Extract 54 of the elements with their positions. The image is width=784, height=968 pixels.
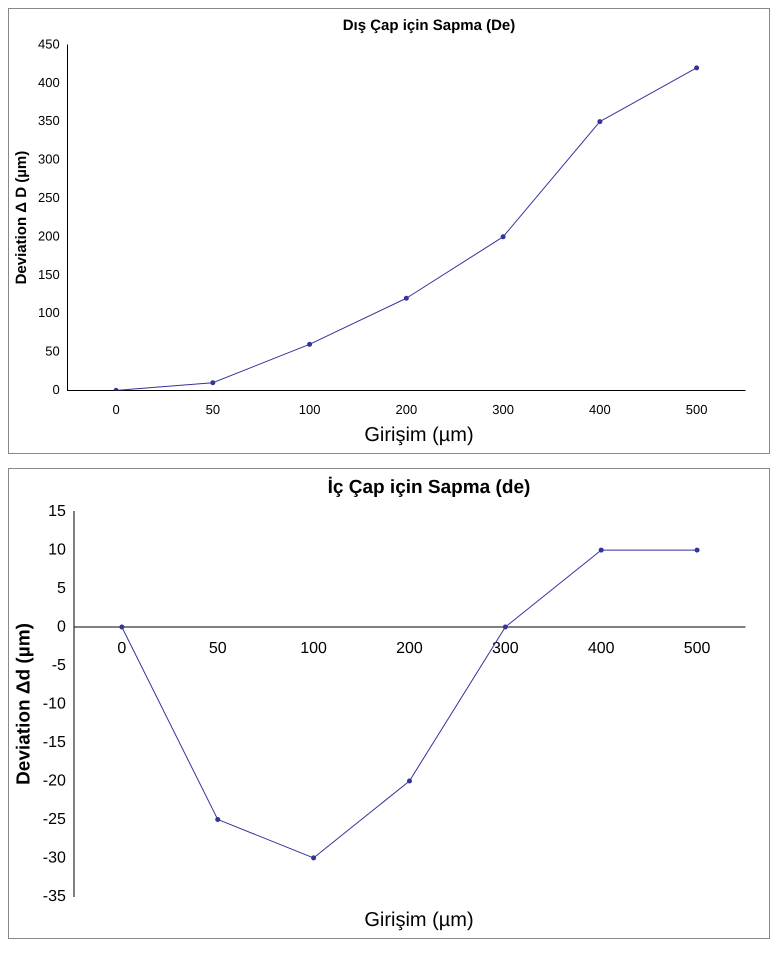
point xyxy=(311,855,316,860)
y-tick-label: -10 xyxy=(42,695,66,712)
x-tick-label: 200 xyxy=(395,402,418,417)
y-tick-label: -30 xyxy=(42,849,66,866)
x-tick-label: 50 xyxy=(208,640,227,658)
point xyxy=(210,380,216,386)
point xyxy=(119,624,124,630)
y-tick-label: -25 xyxy=(42,810,66,828)
y-tick-label: 0 xyxy=(52,382,60,397)
y-tick-label: 0 xyxy=(57,618,66,636)
x-tick-label: 300 xyxy=(492,640,519,658)
point xyxy=(404,296,409,301)
y-tick-label: -35 xyxy=(42,888,66,905)
y-axis-title: Deviation Δ D (µm) xyxy=(13,150,30,284)
y-tick-label: -15 xyxy=(42,734,66,751)
x-tick-label: 300 xyxy=(492,402,514,417)
y-tick-label: 15 xyxy=(48,503,66,520)
x-tick-label: 0 xyxy=(117,640,126,658)
x-tick-label: 100 xyxy=(298,402,320,417)
y-axis-title: Deviation Δd (µm) xyxy=(14,623,35,785)
y-tick-label: 5 xyxy=(57,580,66,597)
x-tick-label: 400 xyxy=(588,640,615,658)
x-tick-label: 50 xyxy=(206,402,220,417)
x-tick-label: 500 xyxy=(686,402,708,417)
point xyxy=(500,234,506,240)
x-tick-label: 100 xyxy=(300,640,328,658)
x-tick-label: 400 xyxy=(589,402,611,417)
y-tick-label: 300 xyxy=(38,152,60,167)
y-tick-label: 250 xyxy=(38,190,60,205)
point xyxy=(215,816,220,822)
y-tick-label: -20 xyxy=(42,772,66,790)
point xyxy=(307,342,312,347)
y-tick-label: 100 xyxy=(38,305,60,320)
y-tick-label: 400 xyxy=(38,74,60,90)
point xyxy=(598,548,604,553)
x-axis-title: Girişim (µm) xyxy=(363,909,475,933)
x-tick-label: 200 xyxy=(396,640,423,658)
x-tick-label: 500 xyxy=(684,640,711,658)
y-tick-label: -5 xyxy=(52,656,66,674)
point xyxy=(502,624,508,630)
point xyxy=(406,778,412,784)
y-tick-label: 450 xyxy=(38,36,60,52)
chart-title: İç Çap için Sapma (de) xyxy=(326,476,532,499)
point xyxy=(694,65,700,70)
x-tick-label: 0 xyxy=(112,402,120,417)
point xyxy=(597,119,602,124)
x-axis-title: Girişim (µm) xyxy=(363,424,475,448)
y-tick-label: 150 xyxy=(38,266,60,282)
y-tick-label: 350 xyxy=(38,113,60,128)
chart-title: Dış Çap için Sapma (De) xyxy=(342,16,516,34)
y-tick-label: 200 xyxy=(38,228,60,244)
point xyxy=(694,548,700,553)
y-tick-label: 10 xyxy=(48,541,66,558)
y-tick-label: 50 xyxy=(45,344,60,359)
